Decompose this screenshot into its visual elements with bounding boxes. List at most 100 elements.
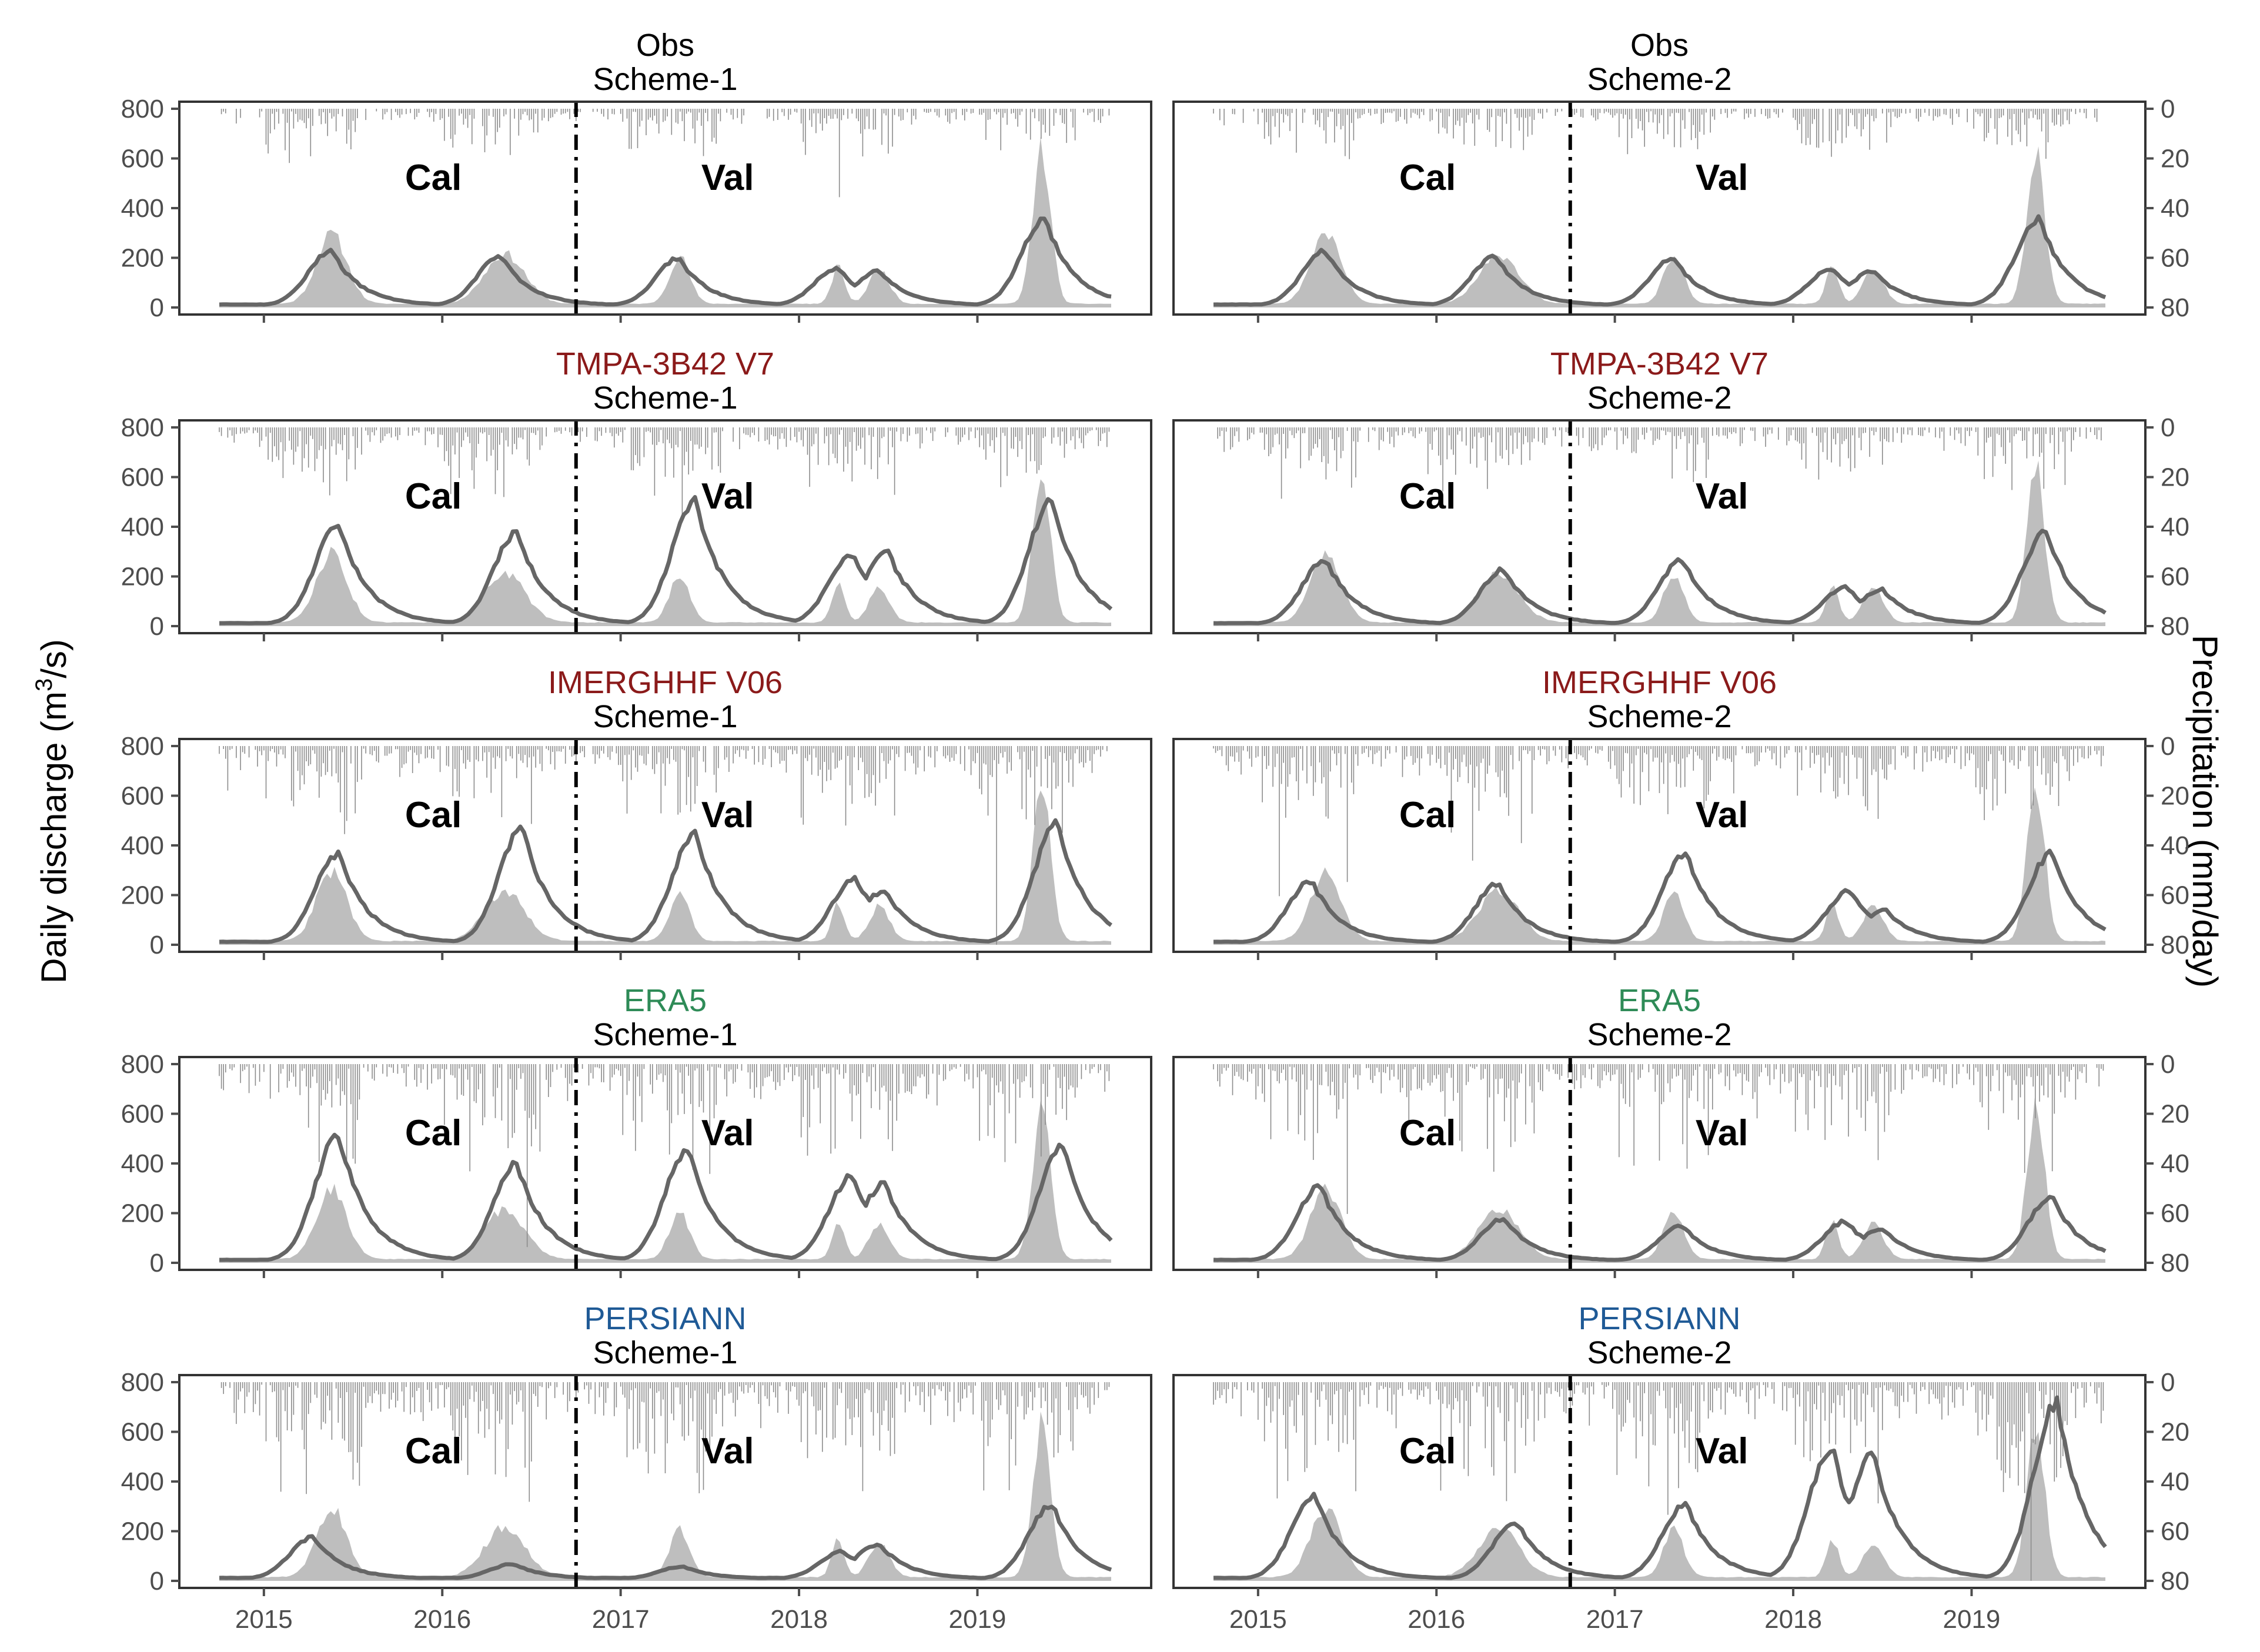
y-tick-label: 800 [121, 95, 164, 123]
simulated-discharge-line [219, 1132, 1113, 1262]
y2-tick-label: 40 [2161, 194, 2189, 223]
y-tick-label: 600 [121, 463, 164, 492]
val-label: Val [701, 1113, 754, 1153]
y2-tick-label: 0 [2161, 413, 2175, 442]
y-tick-label: 0 [150, 612, 164, 641]
y-tick-label: 200 [121, 881, 164, 910]
y2-tick-label: 60 [2161, 244, 2189, 273]
val-label: Val [701, 476, 754, 517]
y-tick-label: 800 [121, 732, 164, 761]
y-tick-label: 200 [121, 1199, 164, 1228]
simulated-discharge-line [219, 1504, 1112, 1580]
y-tick-label: 0 [150, 1567, 164, 1596]
y-tick-label: 800 [121, 1050, 164, 1079]
x-tick-label: 2018 [1764, 1605, 1822, 1634]
y-tick-label: 400 [121, 831, 164, 860]
observed-discharge-area [219, 1411, 1111, 1581]
y-tick-label: 200 [121, 563, 164, 591]
y-tick-label: 0 [150, 293, 164, 322]
y-tick-label: 600 [121, 1100, 164, 1129]
simulated-discharge-line [219, 818, 1113, 944]
y-tick-label: 400 [121, 513, 164, 541]
panel-scheme-title: Scheme-1 [593, 1335, 737, 1370]
observed-discharge-area [1213, 460, 2105, 626]
cal-label: Cal [1399, 1113, 1456, 1153]
y-tick-label: 800 [121, 1368, 164, 1397]
y2-tick-label: 20 [2161, 1418, 2189, 1447]
precipitation-bars [219, 427, 1110, 523]
observed-discharge-area [1213, 787, 2105, 945]
y2-tick-label: 0 [2161, 1368, 2175, 1397]
val-label: Val [701, 795, 754, 835]
y2-tick-label: 20 [2161, 782, 2189, 811]
y2-tick-label: 20 [2161, 1100, 2189, 1129]
y-tick-label: 400 [121, 194, 164, 223]
simulated-discharge-line [1213, 848, 2107, 944]
val-label: Val [701, 1431, 754, 1472]
cal-label: Cal [405, 1431, 462, 1472]
y2-tick-label: 40 [2161, 1467, 2189, 1496]
precipitation-bars [220, 109, 1110, 198]
precipitation-bars [220, 1382, 1110, 1502]
y2-tick-label: 80 [2161, 612, 2189, 641]
simulated-discharge-line [1213, 1183, 2107, 1262]
panel-scheme-title: Scheme-1 [593, 62, 737, 97]
observed-discharge-area [1213, 1098, 2105, 1263]
precipitation-bars [1213, 746, 2104, 897]
panel-scheme-title: Scheme-2 [1587, 62, 1731, 97]
x-tick-label: 2019 [949, 1605, 1007, 1634]
val-label: Val [1696, 476, 1749, 517]
x-tick-label: 2016 [413, 1605, 471, 1634]
observed-discharge-area [219, 136, 1111, 307]
observed-discharge-area [219, 1101, 1111, 1263]
panel-dataset-title: TMPA-3B42 V7 [1550, 346, 1768, 382]
val-label: Val [1696, 158, 1749, 198]
panel-dataset-title: PERSIANN [1578, 1301, 1740, 1336]
panel-scheme-title: Scheme-2 [1587, 1017, 1731, 1052]
y2-tick-label: 60 [2161, 1517, 2189, 1546]
simulated-discharge-line [1213, 214, 2107, 307]
y-tick-label: 0 [150, 1249, 164, 1278]
y2-tick-label: 80 [2161, 293, 2189, 322]
x-tick-label: 2019 [1943, 1605, 2001, 1634]
cal-label: Cal [405, 1113, 462, 1153]
y-axis-label-tail: /s) [34, 639, 73, 678]
y-tick-label: 600 [121, 1418, 164, 1447]
y2-tick-label: 0 [2161, 95, 2175, 123]
y-axis-label-superscript: 3 [31, 678, 57, 691]
cal-label: Cal [405, 476, 462, 517]
y2-tick-label: 20 [2161, 463, 2189, 492]
y2-tick-label: 20 [2161, 145, 2189, 173]
cal-label: Cal [405, 158, 462, 198]
y-axis-label: Daily discharge (m3/s) [31, 639, 73, 984]
panel-dataset-title: TMPA-3B42 V7 [556, 346, 774, 382]
panel-dataset-title: Obs [636, 28, 694, 63]
y-tick-label: 0 [150, 931, 164, 959]
y2-tick-label: 80 [2161, 931, 2189, 959]
val-label: Val [1696, 795, 1749, 835]
cal-label: Cal [1399, 158, 1456, 198]
simulated-discharge-line [1213, 1395, 2107, 1580]
y2-axis-label: Precipitation (mm/day) [2185, 635, 2225, 988]
val-label: Val [701, 158, 754, 198]
panel-dataset-title: ERA5 [624, 983, 707, 1018]
precipitation-bars [219, 746, 1108, 945]
y2-tick-label: 40 [2161, 513, 2189, 541]
panel-scheme-title: Scheme-2 [1587, 380, 1731, 416]
panel-dataset-title: IMERGHHF V06 [548, 665, 783, 700]
cal-label: Cal [1399, 476, 1456, 517]
precipitation-bars [1213, 1064, 2104, 1214]
y2-tick-label: 60 [2161, 563, 2189, 591]
panel-scheme-title: Scheme-1 [593, 380, 737, 416]
y-tick-label: 600 [121, 782, 164, 811]
observed-discharge-area [1213, 1432, 2105, 1581]
x-axes: 2015 2016 2017 2018 2019 2015 2016 2017 2018 2019 [235, 315, 2000, 1634]
